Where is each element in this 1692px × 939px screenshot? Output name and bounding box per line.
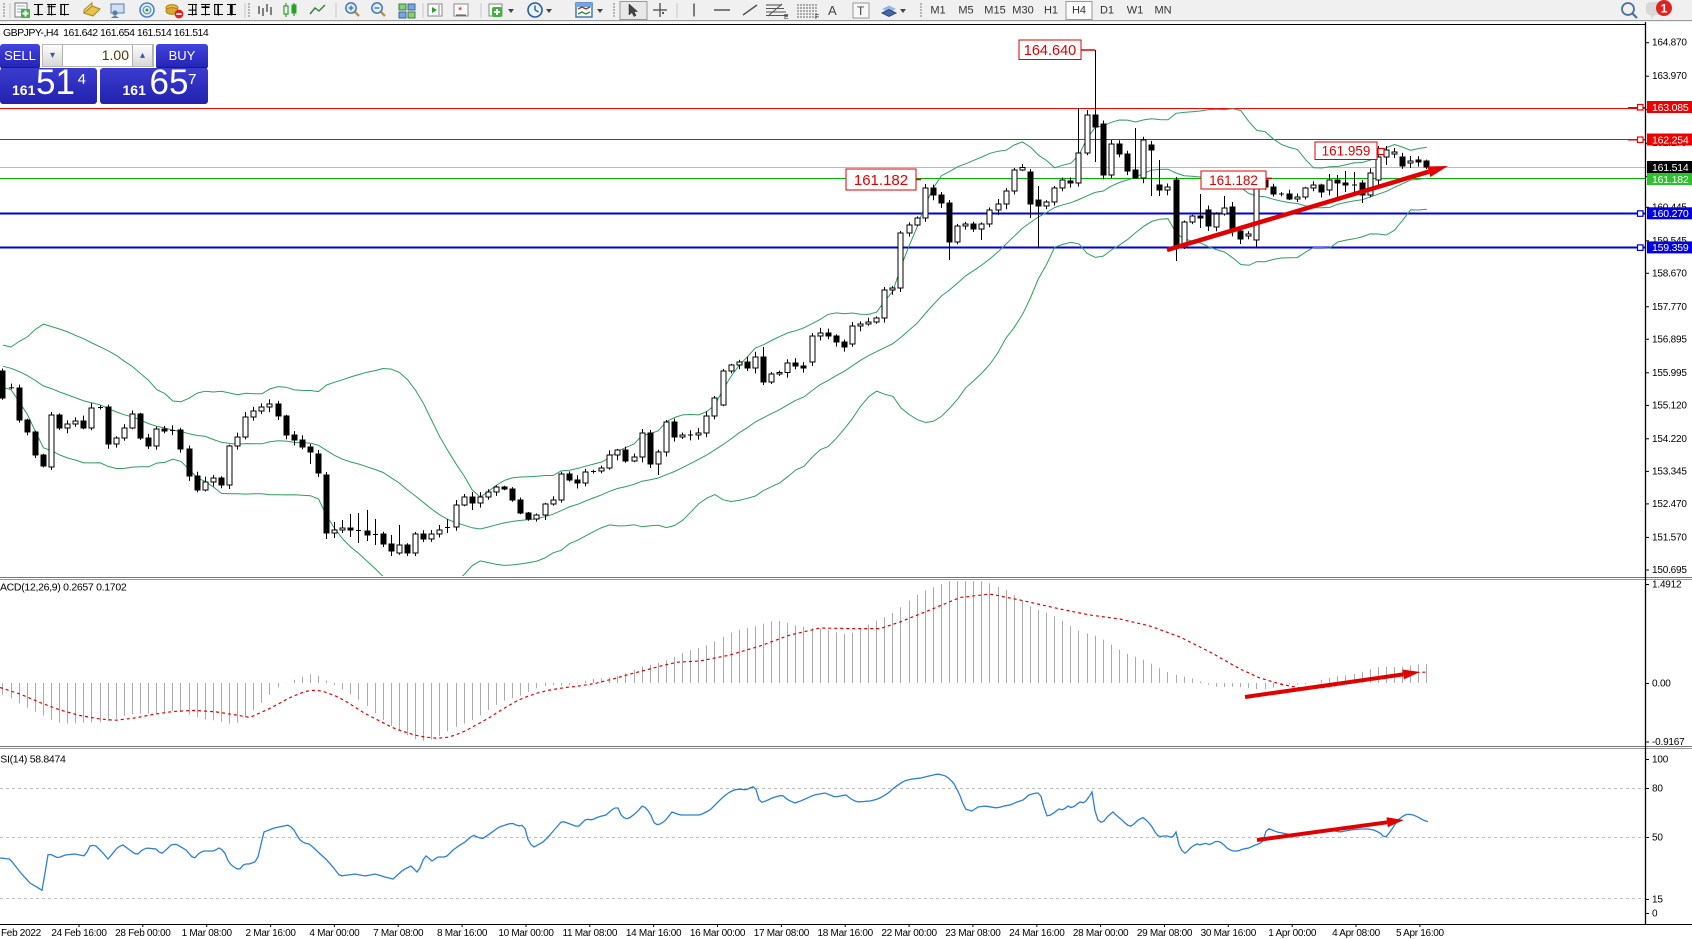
- svg-text:1.4912: 1.4912: [1652, 580, 1682, 591]
- svg-text:T: T: [857, 4, 865, 18]
- svg-text:28 Mar 00:00: 28 Mar 00:00: [1073, 928, 1129, 939]
- svg-text:22 Mar 00:00: 22 Mar 00:00: [881, 928, 937, 939]
- svg-text:1 Mar 08:00: 1 Mar 08:00: [182, 928, 233, 939]
- svg-text:24 Mar 16:00: 24 Mar 16:00: [1009, 928, 1065, 939]
- svg-text:17 Mar 08:00: 17 Mar 08:00: [754, 928, 810, 939]
- svg-text:161.182: 161.182: [854, 172, 908, 189]
- svg-text:16 Mar 00:00: 16 Mar 00:00: [690, 928, 746, 939]
- svg-text:7 Mar 08:00: 7 Mar 08:00: [373, 928, 424, 939]
- svg-text:23 Mar 08:00: 23 Mar 08:00: [945, 928, 1001, 939]
- svg-text:W1: W1: [1127, 5, 1144, 17]
- svg-text:158.670: 158.670: [1652, 268, 1687, 279]
- svg-text:A: A: [828, 3, 837, 18]
- svg-text:163.970: 163.970: [1652, 71, 1687, 82]
- svg-text:M15: M15: [984, 5, 1005, 17]
- svg-text:H1: H1: [1044, 5, 1058, 17]
- svg-text:M5: M5: [958, 5, 973, 17]
- svg-text:164.870: 164.870: [1652, 38, 1687, 49]
- svg-text:8 Mar 16:00: 8 Mar 16:00: [437, 928, 488, 939]
- svg-text:162.254: 162.254: [1652, 134, 1689, 146]
- svg-text:28 Feb 00:00: 28 Feb 00:00: [115, 928, 171, 939]
- svg-text:159.359: 159.359: [1652, 242, 1689, 254]
- svg-text:50: 50: [1652, 833, 1663, 844]
- svg-text:80: 80: [1652, 784, 1663, 795]
- svg-text:MN: MN: [1154, 5, 1171, 17]
- svg-text:1: 1: [1661, 2, 1668, 16]
- svg-text:4 Apr 08:00: 4 Apr 08:00: [1332, 928, 1381, 939]
- svg-text:0.00: 0.00: [1652, 679, 1671, 690]
- svg-text:*: *: [458, 5, 463, 17]
- svg-text:D1: D1: [1100, 5, 1114, 17]
- svg-text:163.085: 163.085: [1652, 102, 1689, 114]
- svg-text:18 Mar 16:00: 18 Mar 16:00: [818, 928, 874, 939]
- svg-text:24 Feb 16:00: 24 Feb 16:00: [51, 928, 107, 939]
- svg-text:0: 0: [1652, 909, 1658, 920]
- svg-text:11 Mar 08:00: 11 Mar 08:00: [563, 928, 618, 939]
- svg-text:30 Mar 16:00: 30 Mar 16:00: [1201, 928, 1257, 939]
- svg-text:RSI(14) 58.8474: RSI(14) 58.8474: [0, 754, 66, 766]
- svg-text:M1: M1: [930, 5, 945, 17]
- svg-text:100: 100: [1652, 755, 1669, 766]
- svg-text:154.220: 154.220: [1652, 434, 1687, 445]
- svg-text:152.470: 152.470: [1652, 499, 1687, 510]
- svg-text:M30: M30: [1012, 5, 1033, 17]
- svg-text:GBPJPY-,H4 161.642 161.654 16: GBPJPY-,H4 161.642 161.654 161.514 161.5…: [3, 27, 209, 39]
- svg-text:151.570: 151.570: [1652, 532, 1687, 543]
- svg-text:153.345: 153.345: [1652, 466, 1687, 477]
- svg-text:4 Mar 00:00: 4 Mar 00:00: [309, 928, 360, 939]
- svg-text:5 Apr 16:00: 5 Apr 16:00: [1396, 928, 1445, 939]
- svg-text:161.182: 161.182: [1652, 174, 1689, 186]
- svg-text:H4: H4: [1072, 5, 1086, 17]
- svg-text:Feb 2022: Feb 2022: [1, 928, 42, 939]
- svg-text:155.995: 155.995: [1652, 368, 1687, 379]
- svg-text:161.182: 161.182: [1209, 173, 1258, 188]
- svg-text:-0.9167: -0.9167: [1652, 737, 1685, 748]
- svg-text:161.514: 161.514: [1652, 162, 1689, 174]
- svg-text:159.545: 159.545: [1652, 236, 1687, 247]
- svg-text:157.770: 157.770: [1652, 302, 1687, 313]
- svg-text:156.895: 156.895: [1652, 334, 1687, 345]
- svg-text:155.120: 155.120: [1652, 400, 1687, 411]
- svg-text:MACD(12,26,9) 0.2657 0.1702: MACD(12,26,9) 0.2657 0.1702: [0, 582, 127, 594]
- svg-text:15: 15: [1652, 895, 1663, 906]
- svg-text:164.640: 164.640: [1024, 43, 1076, 59]
- svg-text:150.695: 150.695: [1652, 565, 1687, 576]
- svg-text:2 Mar 16:00: 2 Mar 16:00: [246, 928, 297, 939]
- svg-text:1 Apr 00:00: 1 Apr 00:00: [1268, 928, 1317, 939]
- svg-text:E: E: [784, 14, 789, 21]
- svg-text:161.959: 161.959: [1322, 144, 1371, 159]
- svg-text:10 Mar 00:00: 10 Mar 00:00: [498, 928, 554, 939]
- svg-text:14 Mar 16:00: 14 Mar 16:00: [626, 928, 682, 939]
- svg-text:29 Mar 08:00: 29 Mar 08:00: [1137, 928, 1193, 939]
- svg-text:F: F: [815, 14, 819, 21]
- svg-text:160.270: 160.270: [1652, 208, 1689, 220]
